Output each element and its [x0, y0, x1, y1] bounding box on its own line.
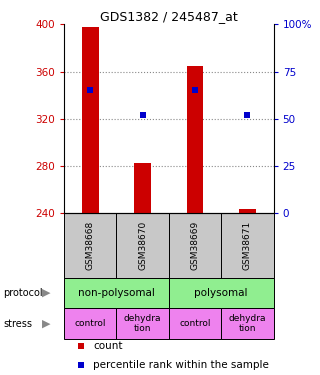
Text: stress: stress [3, 319, 32, 328]
Title: GDS1382 / 245487_at: GDS1382 / 245487_at [100, 10, 238, 23]
Bar [116, 308, 169, 339]
Bar [64, 213, 116, 278]
Bar [116, 213, 169, 278]
Text: control: control [75, 319, 106, 328]
Text: GSM38669: GSM38669 [190, 220, 199, 270]
Bar [82, 27, 99, 213]
Text: protocol: protocol [3, 288, 43, 298]
Text: ▶: ▶ [42, 319, 51, 328]
Text: count: count [93, 342, 123, 351]
Text: polysomal: polysomal [195, 288, 248, 298]
Text: GSM38670: GSM38670 [138, 220, 147, 270]
Bar [221, 308, 274, 339]
Text: dehydra
tion: dehydra tion [124, 314, 161, 333]
Bar [169, 308, 221, 339]
Bar [169, 278, 274, 308]
Text: control: control [179, 319, 211, 328]
Bar [221, 213, 274, 278]
Text: GSM38671: GSM38671 [243, 220, 252, 270]
Bar [169, 213, 221, 278]
Bar [64, 278, 169, 308]
Bar [64, 308, 116, 339]
Bar [187, 66, 204, 213]
Bar [239, 209, 256, 213]
Text: percentile rank within the sample: percentile rank within the sample [93, 360, 269, 370]
Bar [134, 164, 151, 213]
Text: GSM38668: GSM38668 [86, 220, 95, 270]
Text: non-polysomal: non-polysomal [78, 288, 155, 298]
Text: ▶: ▶ [42, 288, 51, 298]
Text: dehydra
tion: dehydra tion [229, 314, 266, 333]
